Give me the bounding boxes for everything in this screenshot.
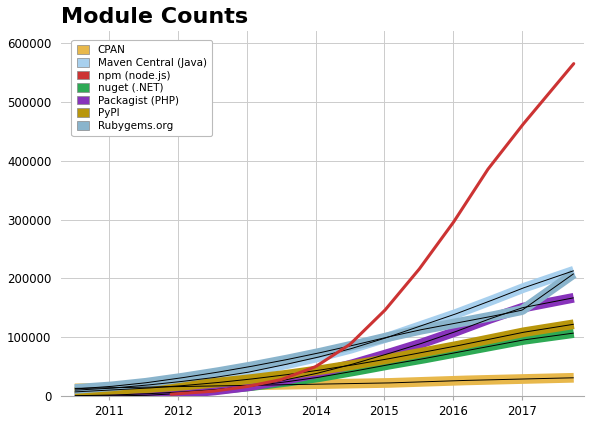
Legend: CPAN, Maven Central (Java), npm (node.js), nuget (.NET), Packagist (PHP), PyPI, : CPAN, Maven Central (Java), npm (node.js… [72,40,212,136]
Text: Module Counts: Module Counts [61,7,248,27]
